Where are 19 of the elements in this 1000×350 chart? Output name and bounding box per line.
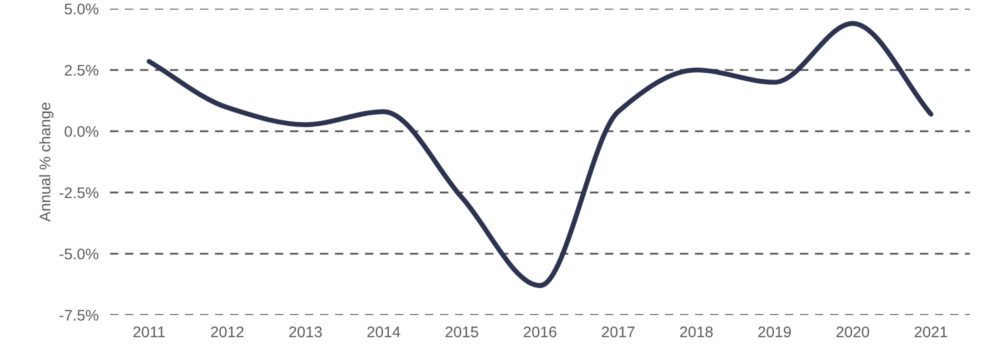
x-tick-label: 2016 [524, 326, 556, 338]
y-tick-label: 5.0% [64, 4, 98, 14]
line-series [146, 21, 934, 288]
y-tick-label: -5.0% [60, 248, 98, 260]
y-tick-label: -2.5% [60, 187, 98, 198]
y-tick-label: 0.0% [64, 126, 98, 137]
x-tick-label: 2012 [211, 326, 244, 338]
x-tick-label: 2014 [367, 326, 400, 338]
x-tick-label: 2019 [758, 326, 791, 338]
y-tick-label: 2.5% [64, 64, 98, 76]
x-tick-label: 2017 [602, 326, 634, 338]
x-tick-label: 2015 [446, 326, 478, 338]
y-tick-label: -7.5% [60, 310, 98, 321]
x-tick-label: 2011 [133, 326, 165, 338]
x-tick-label: 2018 [680, 326, 713, 338]
x-tick-label: 2020 [836, 326, 870, 338]
x-tick-label: 2013 [289, 326, 322, 338]
y-axis-title: Annual % change [39, 102, 54, 222]
x-tick-label: 2021 [914, 326, 948, 338]
